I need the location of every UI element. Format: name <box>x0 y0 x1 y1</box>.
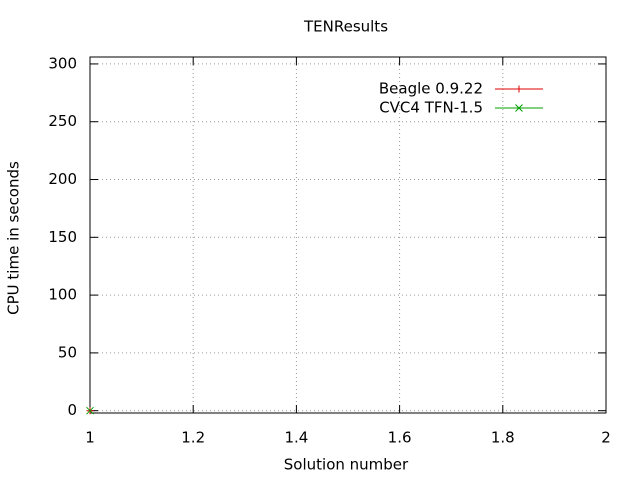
data-point <box>86 406 94 415</box>
x-tick-label: 1.6 <box>388 429 412 447</box>
legend-label: CVC4 TFN-1.5 <box>379 99 483 117</box>
x-tick-label: 1.8 <box>491 429 515 447</box>
x-tick-label: 1.4 <box>284 429 308 447</box>
x-tick-label: 1.2 <box>181 429 205 447</box>
y-tick-label: 50 <box>58 343 77 361</box>
y-tick-label: 250 <box>48 112 77 130</box>
y-tick-label: 300 <box>48 54 77 72</box>
y-axis-label: CPU time in seconds <box>5 161 23 315</box>
x-axis-label: Solution number <box>284 456 409 474</box>
legend-marker <box>515 85 523 93</box>
y-tick-label: 150 <box>48 228 77 246</box>
plot-frame <box>89 56 607 414</box>
x-tick-label: 1 <box>85 429 95 447</box>
legend-label: Beagle 0.9.22 <box>379 80 483 98</box>
y-tick-label: 100 <box>48 286 77 304</box>
y-tick-label: 0 <box>67 401 77 419</box>
chart-title: TENResults <box>303 18 388 36</box>
y-tick-label: 200 <box>48 170 77 188</box>
legend-marker <box>515 104 523 112</box>
x-tick-label: 2 <box>601 429 611 447</box>
